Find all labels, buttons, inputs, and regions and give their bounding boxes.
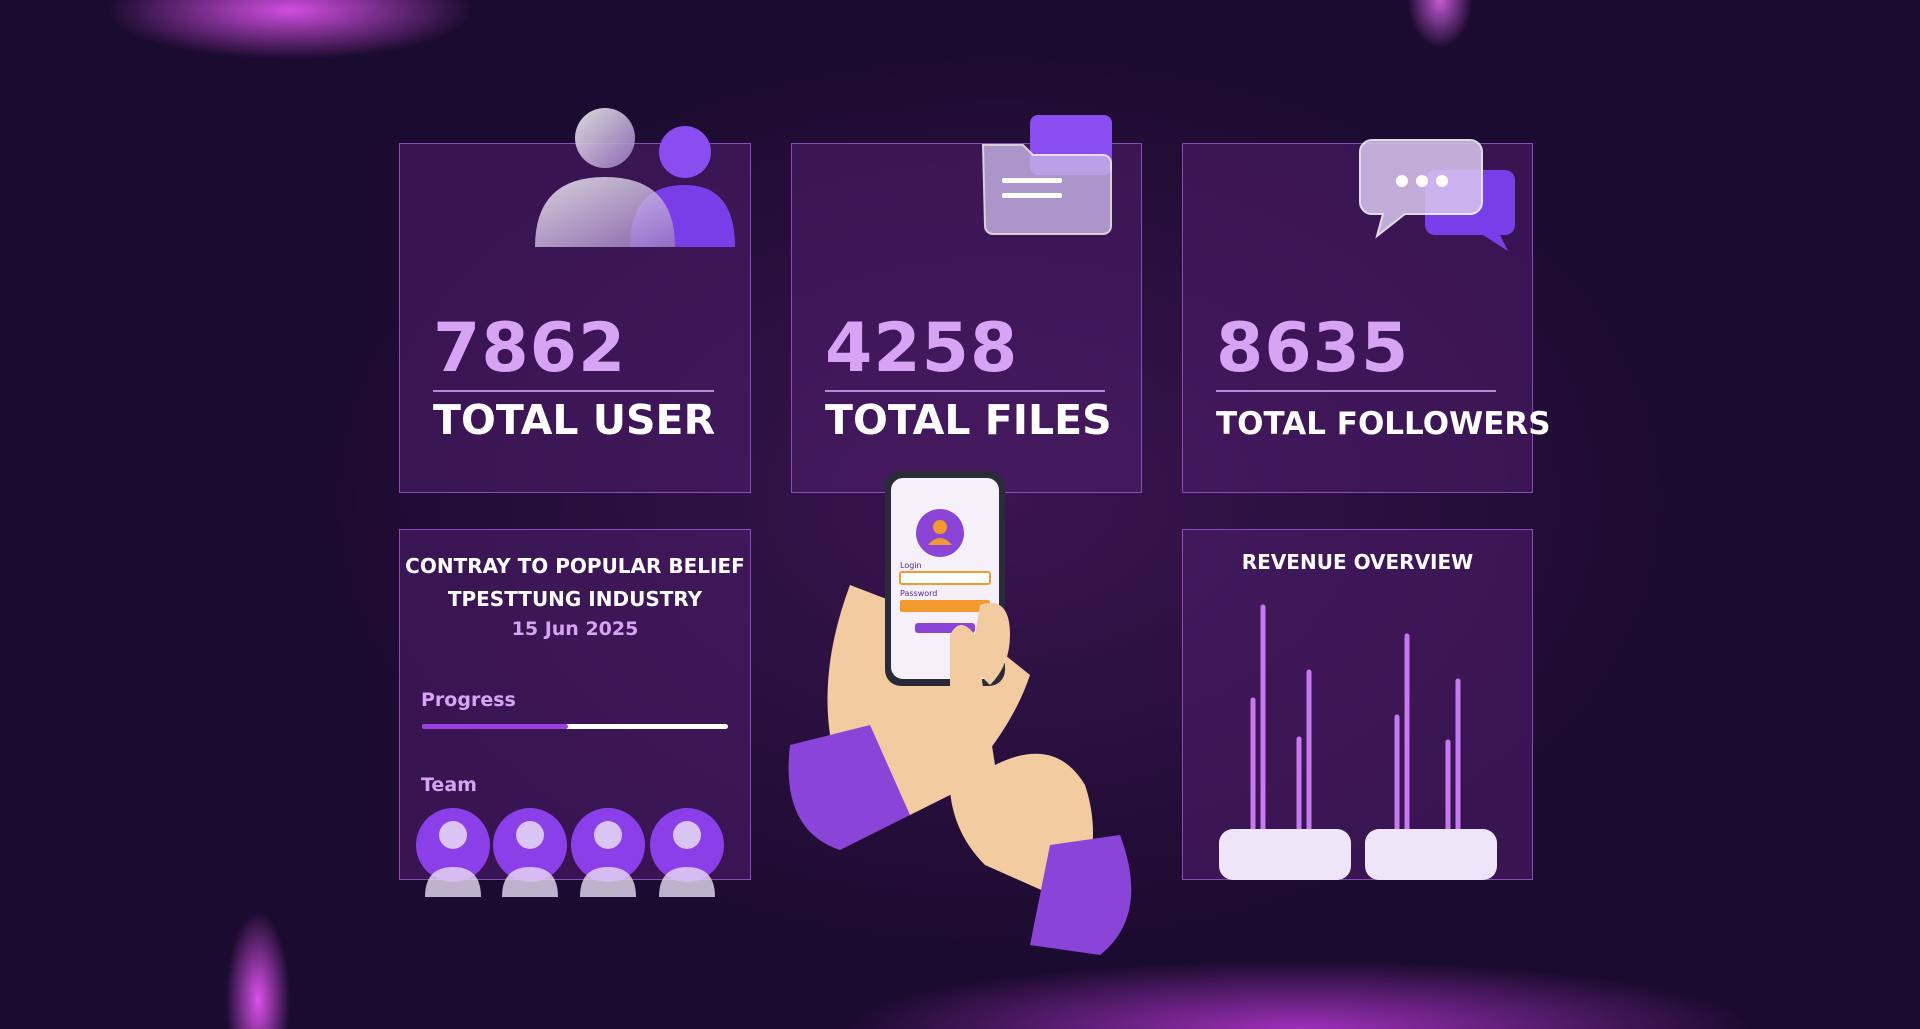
title-line: CONTRAY TO POPULAR BELIEF — [405, 554, 745, 578]
pedestal — [1365, 829, 1497, 880]
shape — [673, 821, 701, 849]
shape — [899, 571, 991, 585]
divider — [433, 390, 714, 392]
team-avatars — [416, 808, 724, 897]
stat-card: 4258 TOTAL FILES — [791, 143, 1142, 493]
title-line: TPESTTUNG INDUSTRY — [447, 587, 703, 611]
progress-track — [422, 724, 728, 729]
chat-icon — [1359, 139, 1515, 251]
shape — [439, 821, 467, 849]
pedestal — [1219, 829, 1351, 880]
shape — [1002, 178, 1062, 183]
shape — [1030, 835, 1132, 955]
bar-lines — [1250, 604, 1461, 832]
shape — [933, 520, 947, 534]
hands-phone: Login Password — [788, 471, 1132, 955]
shape — [1416, 175, 1428, 187]
avatar — [571, 808, 645, 897]
avatar — [416, 808, 490, 897]
stat-label: TOTAL USER — [433, 396, 716, 444]
shape — [1359, 139, 1483, 239]
password-label: Password — [900, 589, 937, 598]
progress-label: Progress — [421, 689, 516, 711]
shape — [970, 603, 1010, 685]
shape — [788, 725, 910, 850]
project-title: CONTRAY TO POPULAR BELIEF TPESTTUNG INDU… — [400, 550, 750, 616]
stat-value: 4258 — [825, 309, 1019, 388]
divider — [1216, 390, 1496, 392]
avatar — [493, 808, 567, 897]
shape — [981, 144, 1112, 235]
shape — [1396, 175, 1408, 187]
shape — [659, 867, 715, 897]
folder-icon — [981, 115, 1112, 235]
project-date: 15 Jun 2025 — [511, 618, 639, 640]
shape — [928, 538, 952, 545]
project-card: CONTRAY TO POPULAR BELIEF TPESTTUNG INDU… — [399, 529, 751, 880]
team-label: Team — [421, 774, 477, 796]
shape — [1436, 175, 1448, 187]
stat-label: TOTAL FOLLOWERS — [1216, 406, 1551, 442]
shape — [594, 821, 622, 849]
shape — [949, 625, 1093, 905]
shape — [502, 867, 558, 897]
users-icon — [535, 108, 735, 247]
stat-label: TOTAL FILES — [825, 396, 1112, 444]
progress-fill — [422, 724, 568, 729]
shape — [1002, 193, 1062, 198]
revenue-title: REVENUE OVERVIEW — [1241, 550, 1474, 574]
shape — [535, 177, 675, 247]
shape — [516, 821, 544, 849]
login-label: Login — [900, 561, 922, 570]
revenue-card: REVENUE OVERVIEW — [1182, 529, 1533, 880]
stat-value: 7862 — [433, 309, 627, 388]
shape — [425, 867, 481, 897]
shape — [580, 867, 636, 897]
revenue-bars — [1219, 604, 1497, 880]
shape — [900, 600, 990, 612]
shape — [575, 108, 635, 168]
avatar — [650, 808, 724, 897]
shape — [659, 126, 711, 178]
stat-value: 8635 — [1216, 309, 1410, 388]
divider — [825, 390, 1105, 392]
